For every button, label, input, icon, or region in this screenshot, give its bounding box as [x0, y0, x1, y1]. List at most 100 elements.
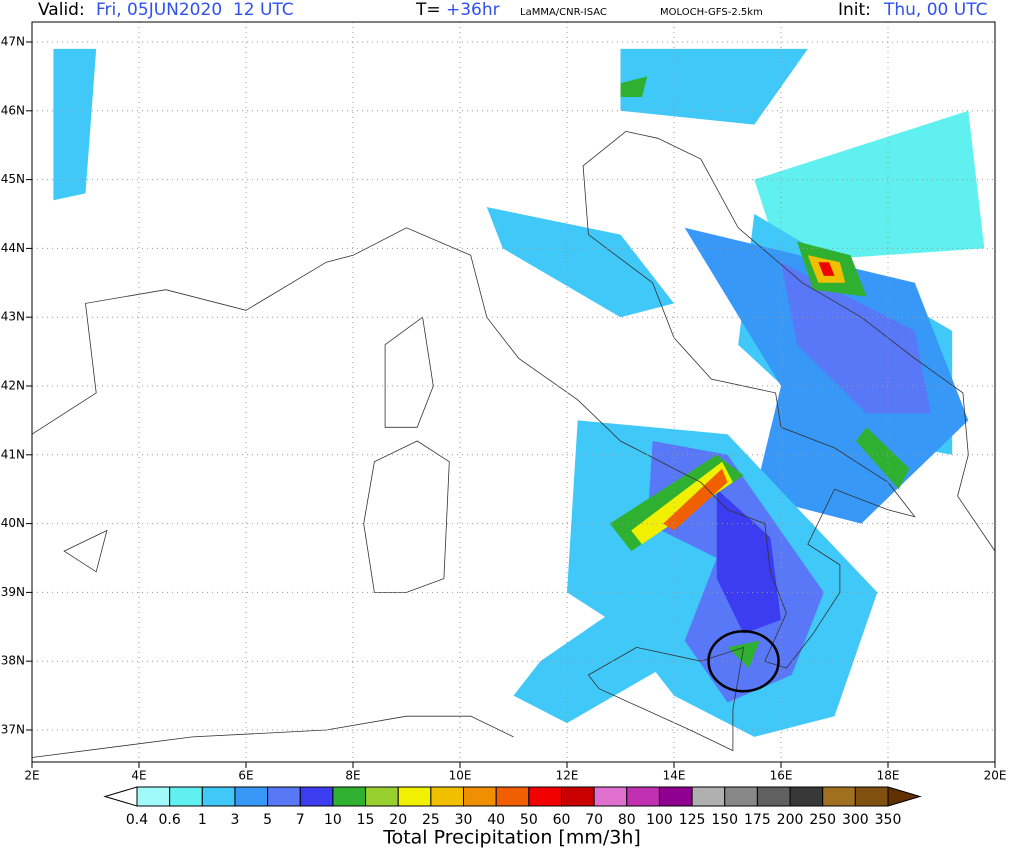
color-box: [495, 786, 530, 807]
lon-label: 12E: [556, 769, 579, 783]
legend-label: 0.4: [126, 812, 148, 828]
precip-area: [620, 76, 648, 97]
precip-area: [716, 489, 781, 634]
color-box: [299, 786, 334, 807]
color-box: [756, 786, 791, 807]
lon-label: 8E: [345, 769, 360, 783]
legend-label: 50: [520, 812, 538, 828]
color-box: [724, 786, 758, 807]
color-box: [169, 786, 203, 807]
precip-field: [53, 48, 985, 737]
lat-label: 38N: [1, 654, 25, 668]
lat-label: 37N: [1, 723, 25, 737]
color-box: [658, 786, 693, 807]
lon-label: 2E: [24, 769, 39, 783]
legend-label: 150: [711, 812, 738, 828]
precip-area: [684, 227, 969, 524]
source: LaMMA/CNR-ISAC: [520, 7, 607, 18]
legend-label: 20: [389, 812, 407, 828]
legend-label: 25: [422, 812, 440, 828]
legend-label: 5: [263, 812, 272, 828]
lat-label: 39N: [1, 585, 25, 599]
color-box: [430, 786, 465, 807]
color-box: [201, 786, 236, 807]
lon-label: 6E: [238, 769, 253, 783]
legend-label: 0.6: [159, 812, 181, 828]
color-box: [789, 786, 824, 807]
color-box: [822, 786, 856, 807]
map-frame: [31, 21, 996, 763]
legend-label: 40: [487, 812, 505, 828]
legend-label: 350: [875, 812, 902, 828]
precip-area: [754, 110, 985, 263]
coastline: [363, 440, 450, 593]
valid-label: Valid:: [38, 0, 85, 20]
legend-label: 30: [455, 812, 473, 828]
precip-area: [620, 48, 808, 125]
color-box: [691, 786, 726, 807]
legend-label: 15: [357, 812, 375, 828]
color-box: [136, 786, 171, 807]
coastline: [31, 715, 514, 758]
color-box: [267, 786, 301, 807]
color-box: [332, 786, 367, 807]
lat-label: 47N: [1, 35, 25, 49]
precip-area: [727, 640, 760, 669]
precip-area: [855, 427, 910, 490]
lat-label: 43N: [1, 310, 25, 324]
precip-area: [663, 468, 728, 531]
under-arrow: [103, 786, 138, 807]
lat-label: 45N: [1, 172, 25, 186]
color-box: [365, 786, 399, 807]
legend-label: 250: [809, 812, 836, 828]
valid-value: Fri, 05JUN2020 12 UTC: [96, 0, 294, 20]
precip-area: [781, 262, 931, 414]
legend-label: 125: [679, 812, 706, 828]
legend-label: 70: [585, 812, 603, 828]
legend-label: 100: [646, 812, 673, 828]
legend-title: Total Precipitation [mm/3h]: [382, 827, 641, 849]
precip-area: [53, 48, 97, 201]
legend-label: 7: [296, 812, 305, 828]
coastlines: [31, 130, 996, 758]
step-label: T=: [415, 0, 441, 20]
step-value: +36hr: [446, 0, 500, 20]
lon-label: 16E: [770, 769, 793, 783]
legend-label: 200: [777, 812, 804, 828]
legend-label: 60: [553, 812, 571, 828]
legend-label: 300: [842, 812, 869, 828]
color-box: [626, 786, 660, 807]
model: MOLOCH-GFS-2.5km: [660, 7, 763, 18]
legend-label: 80: [618, 812, 636, 828]
lat-label: 40N: [1, 516, 25, 530]
colorbar: 0.4 0.6 1 3 5 7 10 15 20 25 30 40 50 60 70 80 100 125 150 1…: [103, 786, 922, 828]
init-label: Init:: [838, 0, 871, 20]
color-box: [854, 786, 889, 807]
color-box: [463, 786, 497, 807]
lon-label: 14E: [663, 769, 686, 783]
legend-label: 1: [198, 812, 207, 828]
lat-label: 46N: [1, 103, 25, 117]
lat-label: 44N: [1, 241, 25, 255]
lon-label: 4E: [131, 769, 146, 783]
lon-label: 20E: [984, 769, 1007, 783]
precip-area: [818, 262, 835, 276]
legend-label: 3: [230, 812, 239, 828]
legend-label: 175: [744, 812, 771, 828]
lon-label: 18E: [877, 769, 900, 783]
coastline: [63, 529, 108, 573]
color-box: [593, 786, 628, 807]
over-arrow: [887, 786, 922, 807]
precip-area: [513, 606, 674, 724]
coastline: [31, 130, 996, 669]
precip-area: [486, 207, 674, 318]
lon-label: 10E: [449, 769, 472, 783]
color-box: [397, 786, 432, 807]
lat-label: 42N: [1, 379, 25, 393]
init-value: Thu, 00 UTC: [883, 0, 987, 20]
color-box: [234, 786, 269, 807]
coastline: [384, 316, 434, 428]
color-box: [528, 786, 562, 807]
color-box: [560, 786, 595, 807]
